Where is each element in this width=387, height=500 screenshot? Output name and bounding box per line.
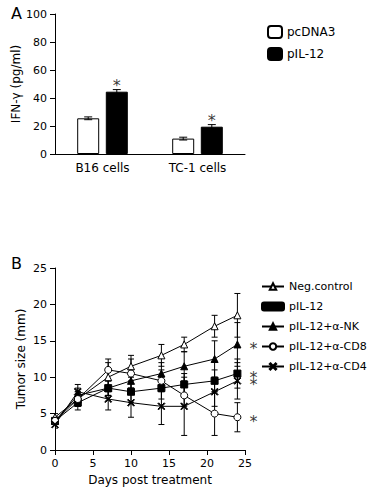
svg-text:60: 60 <box>33 64 47 77</box>
svg-text:0: 0 <box>40 148 47 161</box>
svg-text:10: 10 <box>33 371 47 384</box>
svg-text:pcDNA3: pcDNA3 <box>287 25 335 39</box>
svg-text:20: 20 <box>200 457 214 470</box>
svg-text:pIL-12: pIL-12 <box>289 300 323 313</box>
svg-text:25: 25 <box>238 457 252 470</box>
svg-text:25: 25 <box>33 262 47 275</box>
svg-text:40: 40 <box>33 92 47 105</box>
svg-text:15: 15 <box>33 334 47 347</box>
svg-text:*: * <box>208 111 216 130</box>
svg-text:20: 20 <box>33 298 47 311</box>
svg-text:0: 0 <box>52 457 59 470</box>
svg-text:B: B <box>11 254 22 273</box>
svg-text:*: * <box>249 339 257 358</box>
svg-text:pIL-12+α-CD4: pIL-12+α-CD4 <box>289 360 367 373</box>
svg-text:10: 10 <box>124 457 138 470</box>
svg-text:Neg.control: Neg.control <box>289 280 353 293</box>
svg-text:pIL-12+α-NK: pIL-12+α-NK <box>289 320 360 333</box>
svg-text:A: A <box>11 4 22 23</box>
svg-text:pIL-12: pIL-12 <box>287 47 324 61</box>
svg-text:15: 15 <box>162 457 176 470</box>
svg-text:0: 0 <box>40 444 47 457</box>
svg-text:IFN-γ (pg/ml): IFN-γ (pg/ml) <box>9 45 23 123</box>
svg-text:5: 5 <box>40 407 47 420</box>
svg-text:5: 5 <box>90 457 97 470</box>
svg-text:*: * <box>249 412 257 431</box>
svg-text:20: 20 <box>33 120 47 133</box>
svg-text:Tumor size (mm): Tumor size (mm) <box>14 309 28 411</box>
svg-text:100: 100 <box>26 8 47 21</box>
svg-text:80: 80 <box>33 36 47 49</box>
svg-text:*: * <box>113 76 121 95</box>
svg-text:B16 cells: B16 cells <box>75 161 129 175</box>
svg-text:*: * <box>249 375 257 394</box>
svg-text:TC-1 cells: TC-1 cells <box>168 161 227 175</box>
svg-text:pIL-12+α-CD8: pIL-12+α-CD8 <box>289 340 367 353</box>
svg-text:Days post treatment: Days post treatment <box>88 473 212 487</box>
